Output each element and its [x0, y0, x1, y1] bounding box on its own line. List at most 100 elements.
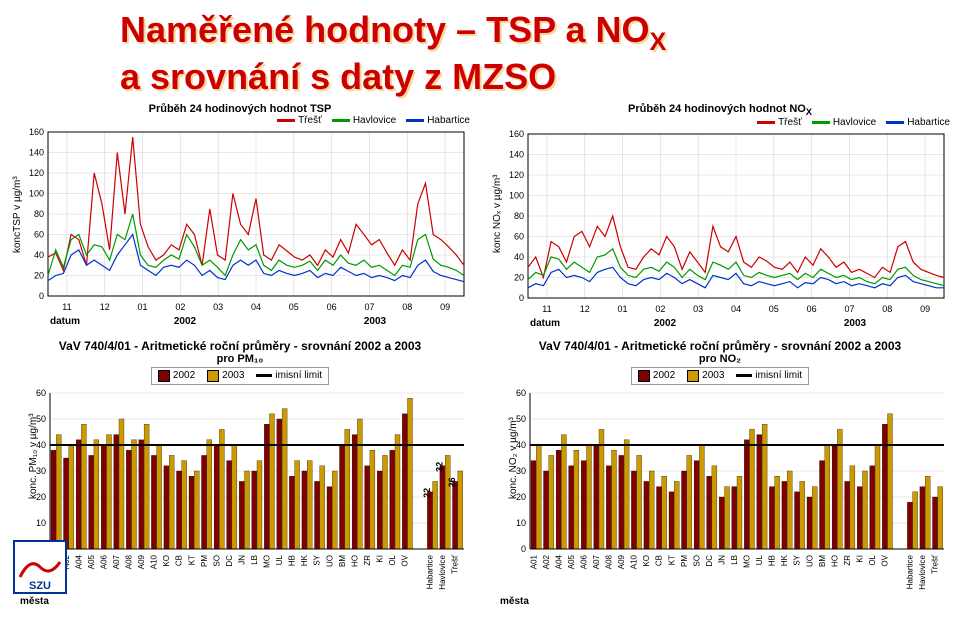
nox-line-chart: 0204060801001201401601112010203040506070…	[490, 128, 950, 318]
svg-text:A04: A04	[554, 554, 563, 569]
svg-text:04: 04	[251, 302, 261, 312]
svg-text:Třešť: Třešť	[451, 554, 460, 574]
svg-text:A02: A02	[542, 554, 551, 569]
title-sub-x: X	[649, 28, 666, 56]
svg-text:OV: OV	[881, 554, 890, 566]
svg-text:01: 01	[618, 304, 628, 314]
svg-text:100: 100	[509, 190, 524, 200]
svg-text:MO: MO	[743, 555, 752, 568]
svg-text:ZR: ZR	[363, 554, 372, 565]
svg-text:60: 60	[36, 388, 46, 398]
svg-text:09: 09	[920, 304, 930, 314]
svg-text:OL: OL	[868, 554, 877, 565]
svg-text:02: 02	[175, 302, 185, 312]
no2-ylabel: konc. NO₂ v µg/m³	[508, 417, 519, 499]
svg-text:HB: HB	[768, 555, 777, 566]
svg-text:120: 120	[509, 170, 524, 180]
svg-text:HK: HK	[780, 554, 789, 566]
svg-text:07: 07	[364, 302, 374, 312]
svg-text:160: 160	[29, 127, 44, 137]
svg-text:DC: DC	[225, 554, 234, 566]
svg-text:10: 10	[36, 518, 46, 528]
svg-text:12: 12	[580, 304, 590, 314]
svg-text:A05: A05	[567, 554, 576, 569]
svg-text:08: 08	[882, 304, 892, 314]
svg-text:A06: A06	[99, 554, 108, 569]
title-line1: Naměřené hodnoty – TSP a NO	[120, 9, 649, 50]
svg-text:40: 40	[34, 250, 44, 260]
svg-text:OV: OV	[401, 554, 410, 566]
svg-text:140: 140	[29, 147, 44, 157]
svg-text:0: 0	[521, 544, 526, 554]
svg-text:03: 03	[693, 304, 703, 314]
svg-text:07: 07	[844, 304, 854, 314]
svg-text:HO: HO	[350, 555, 359, 567]
svg-text:SZU: SZU	[29, 580, 51, 592]
no2-bar-title: VaV 740/4/01 - Aritmetické roční průměry…	[490, 339, 950, 353]
svg-text:LB: LB	[250, 555, 259, 565]
svg-text:HO: HO	[830, 555, 839, 567]
svg-text:HK: HK	[300, 554, 309, 566]
svg-text:A07: A07	[592, 554, 601, 569]
svg-text:02: 02	[655, 304, 665, 314]
svg-text:09: 09	[440, 302, 450, 312]
svg-text:60: 60	[514, 231, 524, 241]
svg-text:A10: A10	[150, 554, 159, 569]
svg-text:10: 10	[516, 518, 526, 528]
svg-text:JN: JN	[237, 554, 246, 564]
svg-text:05: 05	[769, 304, 779, 314]
svg-text:160: 160	[509, 129, 524, 139]
svg-text:JN: JN	[717, 554, 726, 564]
svg-text:KI: KI	[855, 555, 864, 563]
pm10-bar-title: VaV 740/4/01 - Aritmetické roční průměry…	[10, 339, 470, 353]
tsp-chart-title: Průběh 24 hodinových hodnot TSP	[10, 103, 470, 115]
pm10-bar-sub: pro PM₁₀	[10, 353, 470, 365]
svg-text:04: 04	[731, 304, 741, 314]
svg-text:0: 0	[519, 293, 524, 303]
svg-text:20: 20	[34, 270, 44, 280]
title-line2: a srovnání s daty z MZSO	[120, 56, 556, 97]
svg-text:40: 40	[514, 252, 524, 262]
svg-text:SY: SY	[313, 554, 322, 565]
svg-text:PM: PM	[680, 554, 689, 566]
tsp-ylabel: koncTSP v µg/m³	[12, 176, 23, 253]
svg-text:SO: SO	[212, 555, 221, 567]
svg-text:100: 100	[29, 188, 44, 198]
nox-legend: TřešťHavloviceHabartice	[490, 117, 950, 128]
svg-text:ZR: ZR	[843, 554, 852, 565]
svg-text:A01: A01	[529, 554, 538, 569]
svg-text:11: 11	[542, 304, 551, 314]
svg-text:80: 80	[34, 209, 44, 219]
datum-label-right: datum	[530, 318, 570, 329]
svg-text:HB: HB	[288, 555, 297, 566]
svg-text:OL: OL	[388, 554, 397, 565]
year-2003-right: 2003	[760, 318, 950, 329]
svg-text:03: 03	[213, 302, 223, 312]
svg-text:Habartice: Habartice	[426, 554, 435, 589]
no2-legend: 20022003imisní limit	[631, 367, 809, 385]
pm10-legend: 20022003imisní limit	[151, 367, 329, 385]
svg-text:11: 11	[62, 302, 71, 312]
svg-text:01: 01	[138, 302, 148, 312]
svg-text:A04: A04	[74, 554, 83, 569]
year-2002-right: 2002	[570, 318, 760, 329]
svg-text:Havlovice: Havlovice	[438, 554, 447, 589]
svg-text:05: 05	[289, 302, 299, 312]
svg-text:60: 60	[516, 388, 526, 398]
svg-text:Třešť: Třešť	[931, 554, 940, 574]
svg-text:SO: SO	[692, 555, 701, 567]
svg-text:DC: DC	[705, 554, 714, 566]
svg-text:A07: A07	[112, 554, 121, 569]
svg-text:A09: A09	[137, 554, 146, 569]
svg-text:SY: SY	[793, 554, 802, 565]
tsp-line-chart: 0204060801001201401601112010203040506070…	[10, 126, 470, 316]
year-2003-left: 2003	[280, 316, 470, 327]
no2-bar-sub: pro NO₂	[490, 353, 950, 365]
svg-text:Havlovice: Havlovice	[918, 554, 927, 589]
cities-label-right: města	[500, 596, 529, 607]
svg-text:12: 12	[100, 302, 110, 312]
svg-text:A08: A08	[605, 554, 614, 569]
svg-text:08: 08	[402, 302, 412, 312]
svg-text:MO: MO	[263, 555, 272, 568]
svg-text:06: 06	[807, 304, 817, 314]
